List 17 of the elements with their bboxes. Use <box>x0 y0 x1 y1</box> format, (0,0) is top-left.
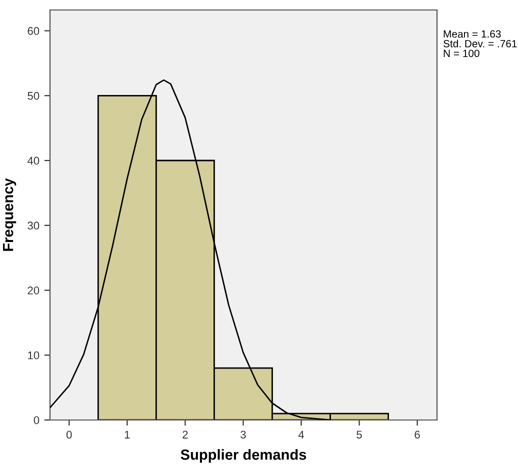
x-tick-label: 4 <box>298 430 304 438</box>
text: Mean = 1.63 Std. Dev. = .761 N = 100 <box>443 30 517 58</box>
x-tick-label: 2 <box>182 430 188 438</box>
x-tick-label: 1 <box>124 430 130 438</box>
x-tick-label: 3 <box>240 430 246 439</box>
y-tick-label: 60 <box>28 27 40 35</box>
y-tick-label: 10 <box>28 351 40 360</box>
y-tick-label: 20 <box>28 286 40 294</box>
y-tick-label: 50 <box>28 92 40 100</box>
x-tick-label: 0 <box>66 430 72 439</box>
y-axis-title: Frequency <box>3 178 16 251</box>
x-tick-label: 6 <box>414 430 420 439</box>
y-tick-label: 30 <box>28 222 40 230</box>
y-tick-label: 40 <box>27 156 40 165</box>
x-axis-title: Supplier demands <box>180 449 306 463</box>
x-tick-label: 5 <box>356 430 362 439</box>
y-tick-label: 0 <box>34 416 40 424</box>
